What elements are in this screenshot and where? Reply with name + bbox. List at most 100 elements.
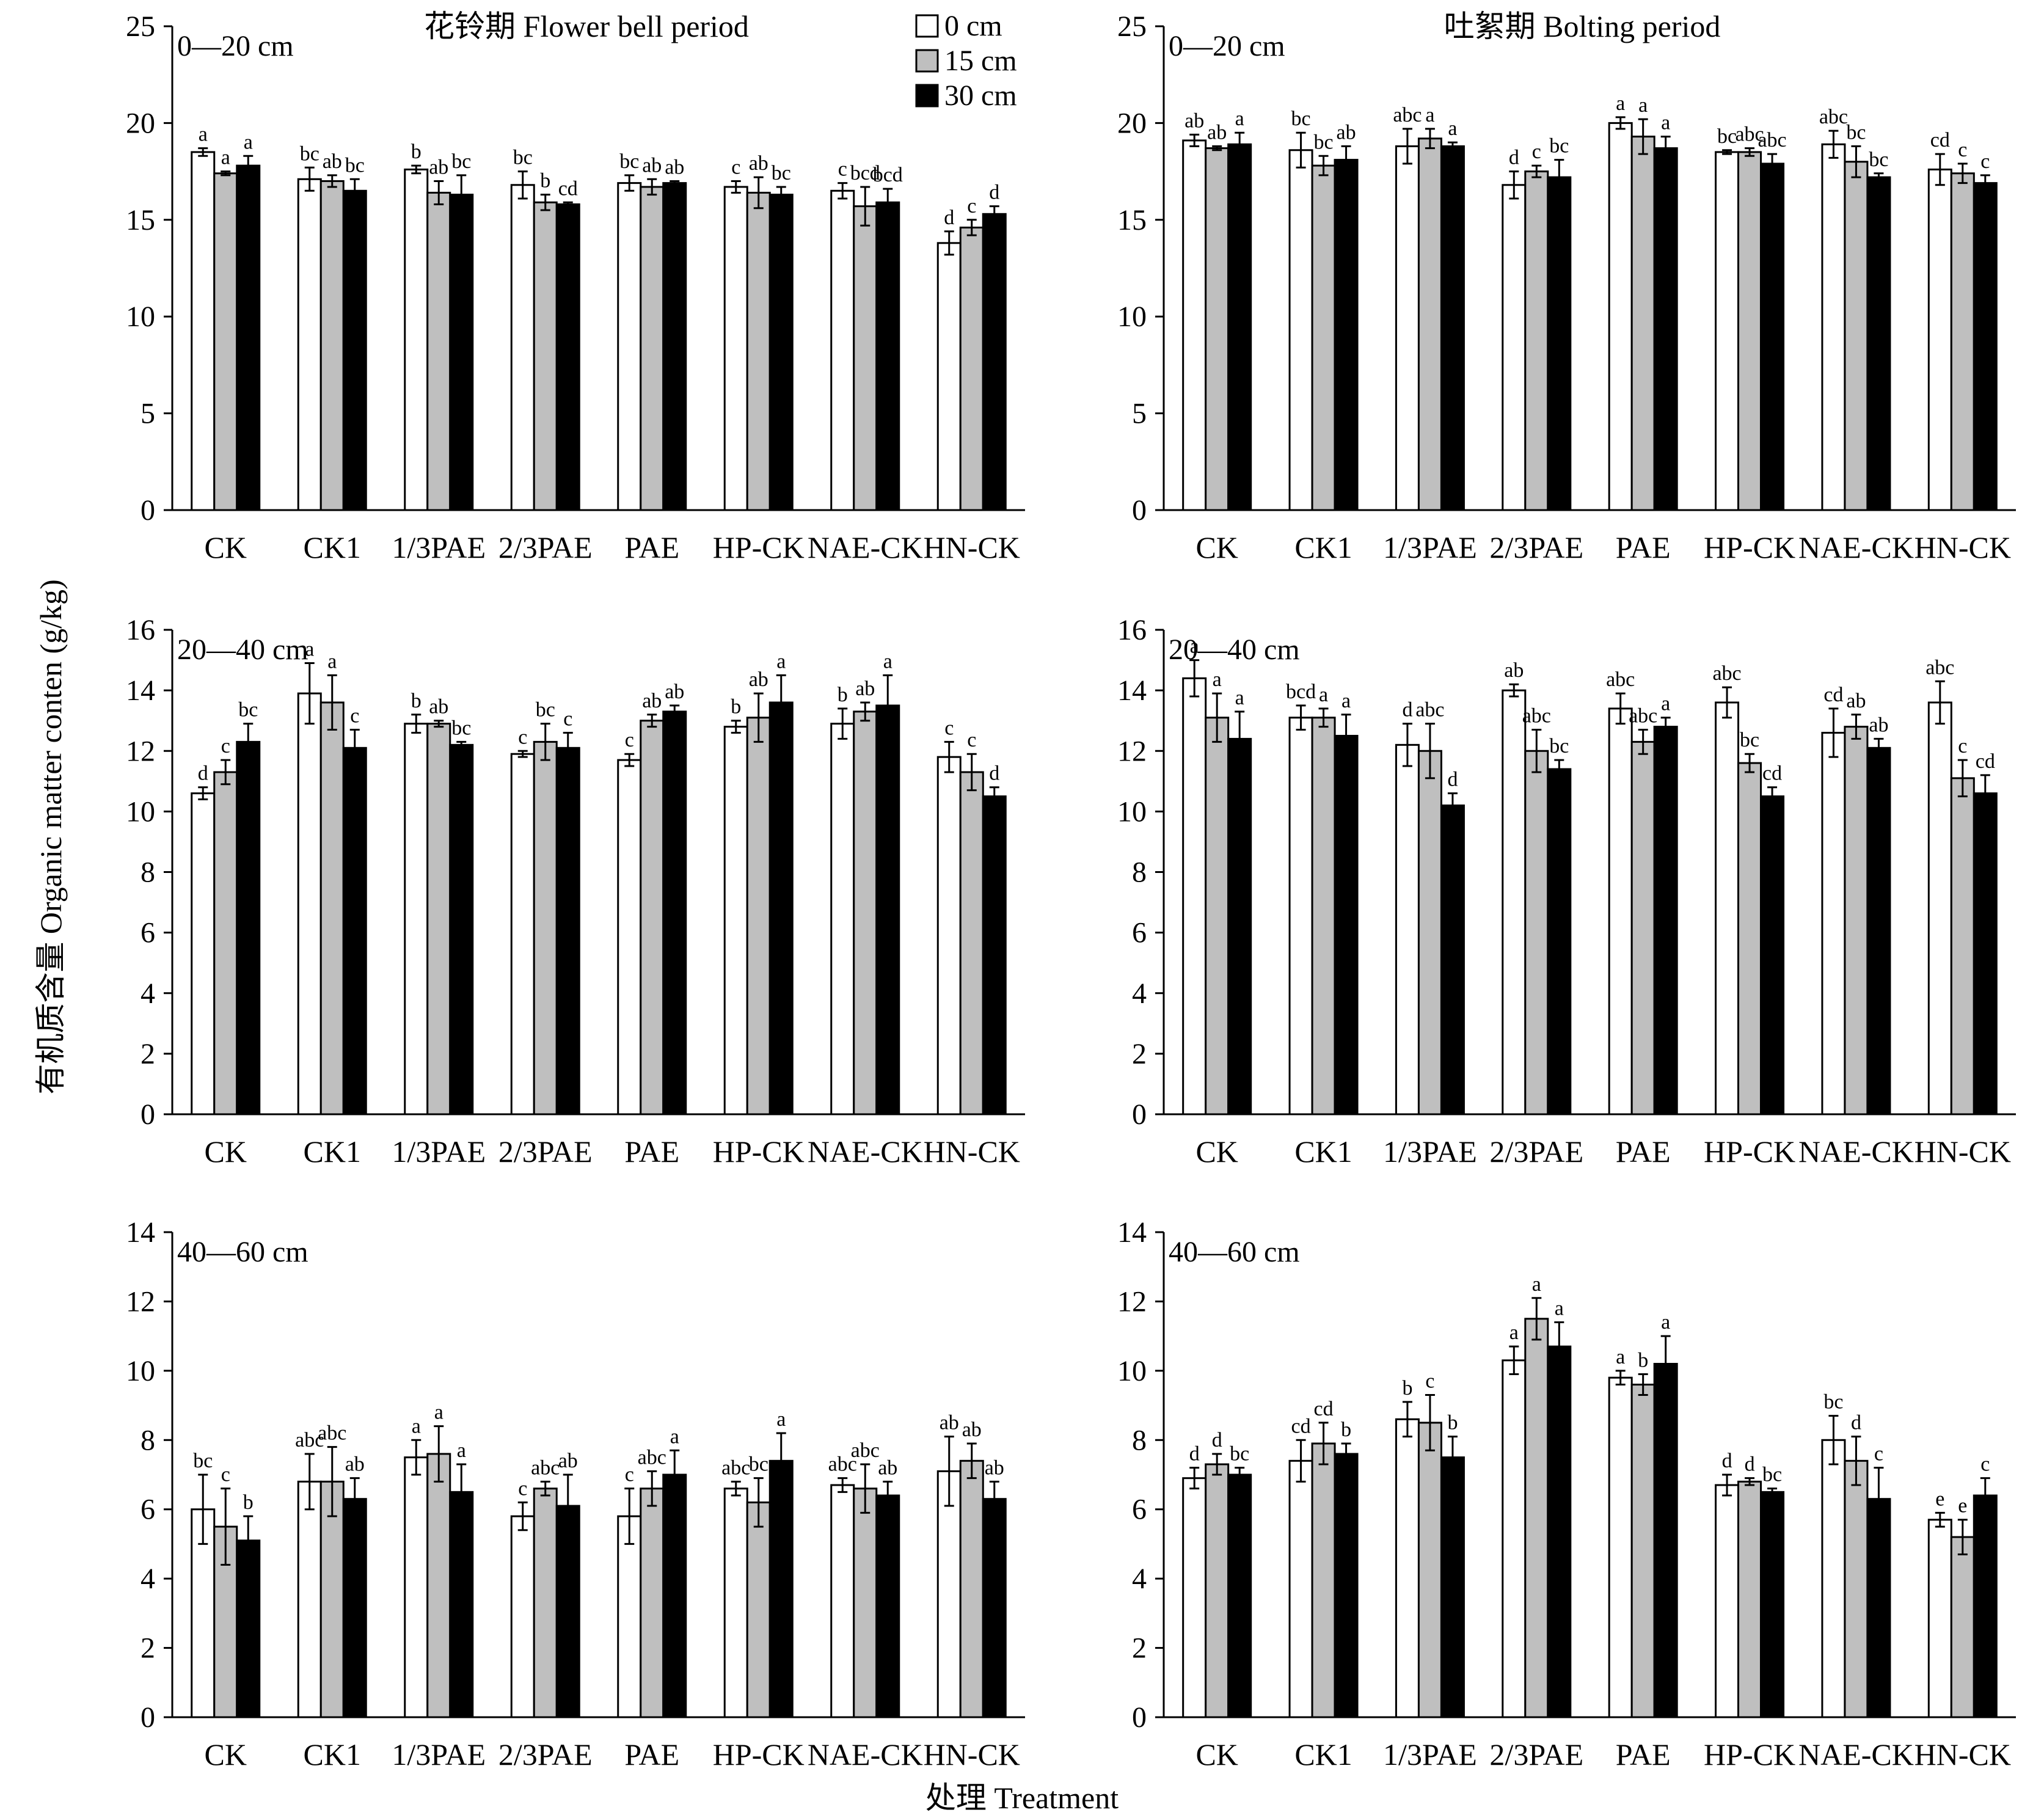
y-tick-label: 20 — [1117, 107, 1147, 139]
significance-letter: ab — [1846, 690, 1866, 712]
significance-letter: b — [838, 684, 848, 706]
error-bar — [517, 750, 528, 758]
bar-30cm — [982, 213, 1007, 511]
y-tick-label: 0 — [141, 1098, 155, 1131]
error-bar — [989, 205, 999, 223]
significance-letter: c — [944, 717, 954, 739]
bar-15cm — [1844, 161, 1869, 511]
significance-letter: d — [1745, 1453, 1755, 1476]
bar-15cm — [1205, 1463, 1230, 1718]
x-category-label: HN-CK — [924, 1737, 1020, 1772]
error-bar — [198, 786, 208, 801]
significance-letter: bc — [300, 142, 319, 165]
error-bar — [221, 759, 231, 786]
significance-letter: cd — [1930, 129, 1950, 152]
bar-0cm — [1927, 168, 1952, 511]
error-bar — [1509, 683, 1519, 698]
bar-15cm — [1417, 1422, 1442, 1718]
y-tick-label: 2 — [1132, 1632, 1147, 1665]
x-category-label: PAE — [1616, 530, 1671, 564]
error-bar — [221, 1488, 231, 1566]
bar-15cm — [426, 1453, 451, 1718]
error-bar — [860, 1463, 871, 1514]
error-bar — [411, 1439, 422, 1476]
y-tick-label: 10 — [1117, 1355, 1147, 1387]
bar-0cm — [617, 1515, 642, 1718]
bar-15cm — [1630, 136, 1655, 511]
significance-letter: bcd — [1286, 681, 1316, 703]
significance-letter: a — [1319, 684, 1328, 706]
bar-15cm — [319, 180, 345, 511]
error-bar — [1554, 1321, 1564, 1372]
bar-0cm — [1715, 1484, 1740, 1718]
significance-letter: c — [1958, 139, 1967, 161]
significance-letter: c — [731, 156, 740, 178]
significance-letter: d — [1447, 768, 1458, 791]
error-bar — [563, 1473, 573, 1538]
bar-0cm — [1182, 139, 1207, 511]
bar-15cm — [640, 1488, 665, 1718]
bar-15cm — [853, 710, 878, 1115]
y-tick-label: 4 — [1132, 977, 1147, 1010]
significance-letter: abc — [318, 1422, 346, 1445]
significance-letter: abc — [1735, 123, 1764, 146]
bar-30cm — [982, 795, 1007, 1115]
bar-0cm — [1288, 717, 1313, 1115]
error-bar — [540, 1480, 550, 1497]
significance-letter: a — [1661, 1311, 1670, 1334]
y-tick-label: 6 — [1132, 1494, 1147, 1526]
significance-letter: bc — [619, 150, 639, 173]
error-bar — [989, 1480, 999, 1517]
error-bar — [198, 147, 208, 157]
bar-0cm — [1608, 707, 1633, 1115]
significance-letter: ab — [749, 152, 768, 175]
significance-letter: ab — [429, 696, 448, 718]
significance-letter: bcd — [850, 162, 880, 184]
significance-letter: a — [883, 650, 892, 673]
error-bar — [670, 180, 680, 186]
error-bar — [1402, 723, 1412, 767]
error-bar — [1957, 759, 1968, 798]
bar-0cm — [1927, 701, 1952, 1115]
x-category-label: CK — [1195, 1134, 1238, 1169]
error-bar — [1745, 147, 1755, 157]
error-bar — [670, 1449, 680, 1500]
significance-letter: abc — [1757, 129, 1786, 152]
x-category-label: PAE — [624, 530, 679, 564]
significance-letter: abc — [1606, 668, 1635, 691]
significance-letter: ab — [878, 1456, 897, 1479]
significance-letter: a — [221, 147, 230, 169]
error-bar — [411, 164, 422, 175]
legend-swatch-15cm — [915, 49, 939, 73]
x-category-label: CK — [205, 1737, 247, 1772]
significance-letter: bc — [1740, 729, 1759, 751]
significance-letter: a — [776, 1408, 786, 1431]
bar-0cm — [617, 759, 642, 1115]
error-bar — [670, 704, 680, 719]
significance-letter: a — [1616, 1346, 1625, 1368]
bar-0cm — [1608, 122, 1633, 511]
x-category-label: PAE — [624, 1134, 679, 1169]
bar-30cm — [875, 201, 900, 511]
significance-letter: a — [776, 650, 786, 673]
y-tick-label: 10 — [126, 1355, 155, 1387]
significance-letter: abc — [1629, 705, 1657, 728]
x-category-label: HP-CK — [713, 530, 805, 564]
significance-letter: a — [1235, 108, 1244, 130]
y-tick-label: 16 — [1117, 614, 1147, 646]
bar-30cm — [449, 194, 474, 511]
error-bar — [944, 740, 954, 773]
significance-letter: bc — [345, 154, 365, 177]
y-tick-label: 6 — [141, 1494, 155, 1526]
x-category-label: PAE — [1616, 1737, 1671, 1772]
x-category-label: 2/3PAE — [498, 1134, 593, 1169]
error-bar — [1509, 1345, 1519, 1376]
significance-letter: e — [1935, 1488, 1944, 1510]
significance-letter: bc — [1291, 108, 1311, 130]
bar-30cm — [1547, 768, 1572, 1115]
error-bar — [776, 186, 786, 203]
bar-30cm — [768, 1459, 794, 1718]
error-bar — [1425, 723, 1435, 779]
bar-0cm — [1182, 1477, 1207, 1718]
bar-0cm — [510, 184, 535, 511]
